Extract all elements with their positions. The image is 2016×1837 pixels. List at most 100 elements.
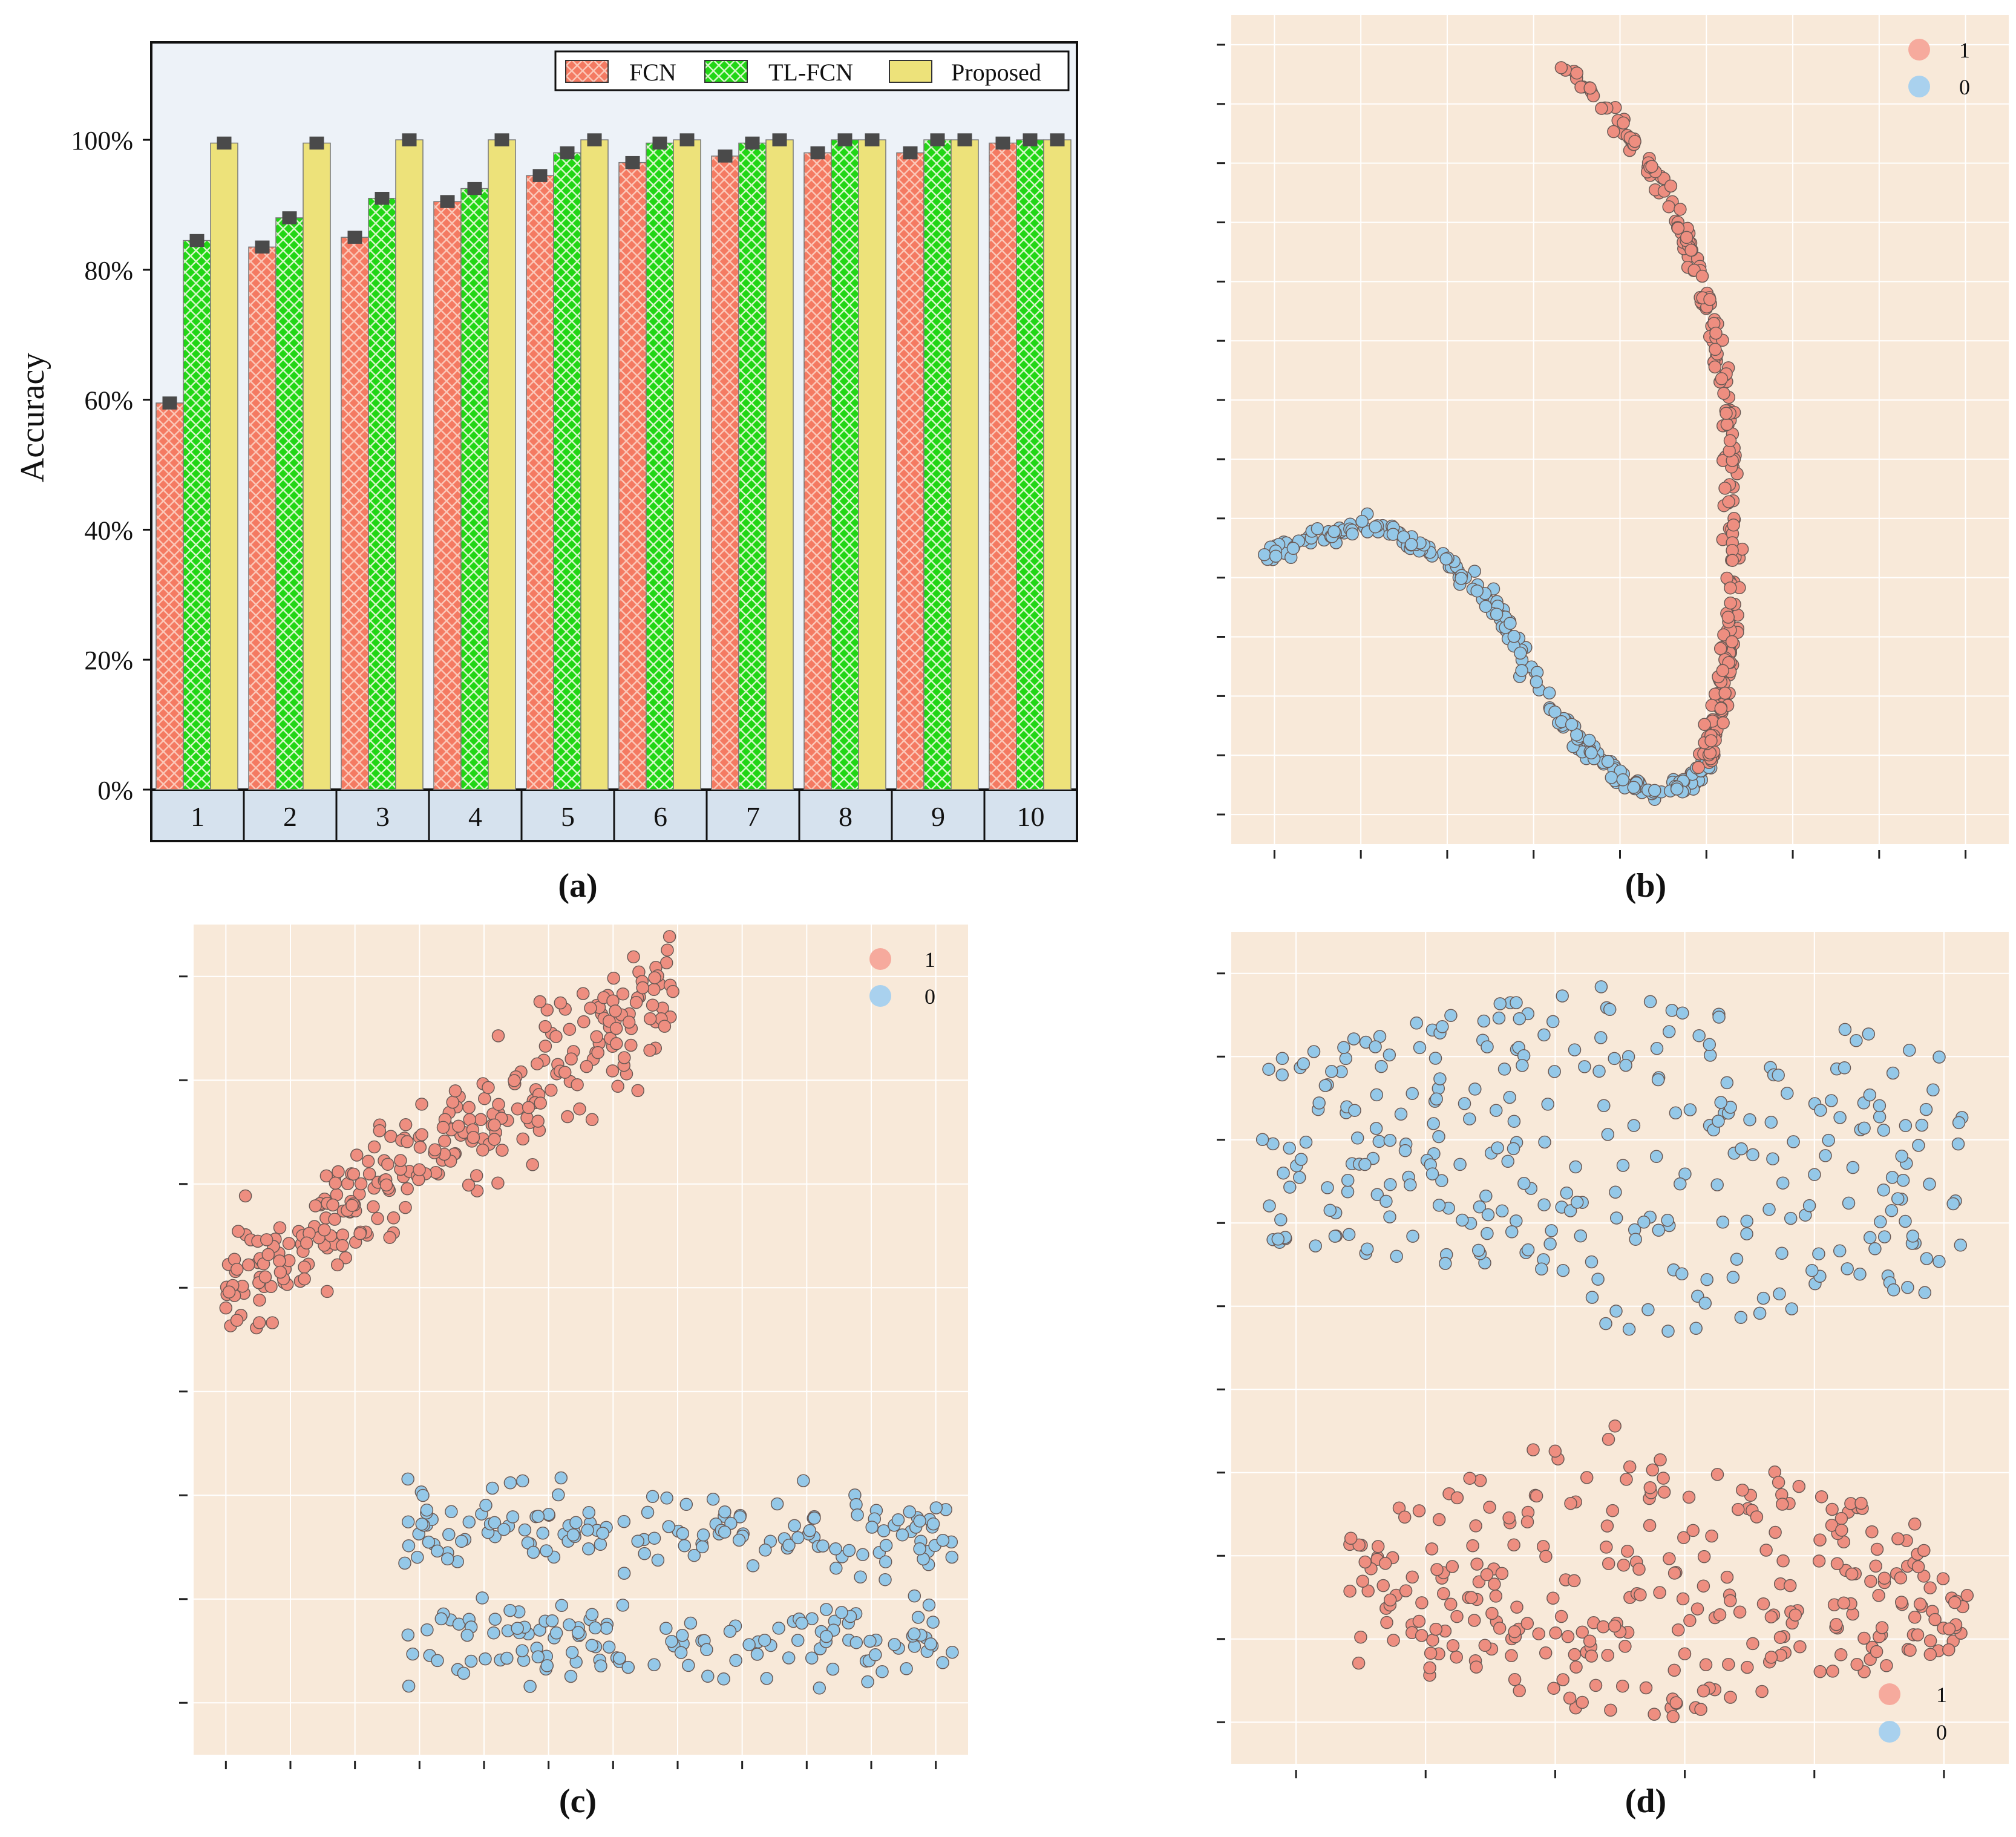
- point-class-0: [1439, 1257, 1452, 1270]
- scatter-d-points: [1255, 980, 1974, 1723]
- point-class-0: [1513, 1012, 1527, 1026]
- point-class-1: [1432, 1513, 1446, 1527]
- point-class-1: [1667, 1567, 1681, 1580]
- point-class-1: [1705, 1529, 1718, 1543]
- point-class-0: [613, 1651, 626, 1665]
- point-class-0: [851, 1508, 864, 1522]
- point-class-0: [545, 1614, 559, 1628]
- point-class-1: [242, 1258, 255, 1272]
- point-class-1: [347, 1167, 361, 1181]
- point-class-1: [531, 1115, 545, 1128]
- point-class-1: [399, 1118, 413, 1131]
- point-class-0: [1838, 1061, 1851, 1075]
- point-class-1: [1507, 1538, 1520, 1552]
- point-class-1: [1645, 160, 1658, 173]
- point-class-0: [1492, 1011, 1506, 1025]
- legend-label-tl-fcn: TL-FCN: [768, 59, 853, 86]
- error-bar: [467, 182, 482, 195]
- point-class-0: [1383, 1048, 1396, 1062]
- point-class-0: [1348, 1104, 1361, 1117]
- point-class-0: [1481, 1040, 1494, 1053]
- point-class-0: [569, 1516, 583, 1530]
- point-class-0: [1297, 1057, 1311, 1070]
- point-class-0: [1838, 1023, 1852, 1036]
- point-class-0: [1734, 1311, 1748, 1325]
- point-class-1: [1755, 1685, 1769, 1698]
- panel-a: 0%20%40%60%80%100% 1 2 3 4 5 6 7 8 9 10 Accuracy …: [14, 41, 1078, 905]
- point-class-0: [1735, 1142, 1748, 1156]
- point-class-1: [1406, 1570, 1419, 1584]
- point-class-1: [643, 1044, 656, 1057]
- point-class-1: [1527, 1443, 1540, 1456]
- point-class-1: [379, 1178, 393, 1192]
- point-class-1: [585, 1113, 599, 1127]
- point-class-1: [1520, 1515, 1534, 1528]
- point-class-0: [566, 1528, 580, 1542]
- point-class-0: [861, 1675, 874, 1689]
- point-class-1: [1908, 1611, 1922, 1624]
- point-class-1: [321, 1285, 334, 1298]
- point-class-1: [448, 1084, 462, 1098]
- point-class-1: [1709, 326, 1723, 340]
- point-class-0: [401, 1472, 414, 1486]
- point-class-0: [1318, 1079, 1332, 1092]
- point-class-0: [903, 1505, 917, 1519]
- point-class-1: [624, 1038, 638, 1052]
- y-tick-label: 80%: [84, 256, 133, 286]
- point-class-0: [581, 1524, 594, 1537]
- point-class-1: [462, 1101, 476, 1115]
- point-class-0: [1456, 1213, 1469, 1227]
- point-class-1: [1773, 1631, 1787, 1644]
- point-class-0: [926, 1616, 940, 1629]
- point-class-0: [865, 1521, 879, 1534]
- point-class-0: [675, 1629, 689, 1642]
- point-class-0: [1720, 1076, 1734, 1090]
- point-class-1: [1720, 418, 1734, 431]
- point-class-0: [563, 1618, 576, 1631]
- point-class-0: [1453, 1158, 1467, 1171]
- point-class-1: [573, 1102, 586, 1116]
- point-class-0: [1542, 686, 1556, 700]
- point-class-1: [1709, 342, 1722, 356]
- point-class-1: [618, 1051, 631, 1064]
- point-class-0: [457, 1666, 471, 1680]
- point-class-0: [1463, 1112, 1476, 1125]
- point-class-0: [1383, 1133, 1397, 1147]
- point-class-0: [1863, 1088, 1877, 1102]
- point-class-0: [687, 1548, 701, 1562]
- point-class-0: [506, 1510, 520, 1524]
- legend-label-proposed: Proposed: [951, 59, 1041, 86]
- point-class-1: [1772, 1476, 1785, 1489]
- point-class-0: [1649, 1150, 1663, 1164]
- point-class-1: [1412, 1504, 1426, 1518]
- point-class-1: [1344, 1531, 1358, 1545]
- point-class-1: [1830, 1557, 1844, 1571]
- point-class-0: [1833, 1111, 1847, 1124]
- point-class-1: [309, 1199, 322, 1213]
- point-class-1: [1583, 1634, 1597, 1648]
- point-class-0: [1703, 1038, 1717, 1052]
- point-class-0: [631, 1534, 644, 1548]
- point-class-0: [1560, 1186, 1574, 1200]
- point-class-1: [1602, 1433, 1615, 1446]
- point-class-0: [1919, 1102, 1933, 1116]
- point-class-1: [1960, 1589, 1974, 1602]
- point-class-0: [1920, 1252, 1934, 1265]
- point-class-0: [416, 1488, 430, 1502]
- point-class-0: [759, 1544, 772, 1557]
- point-class-1: [580, 1059, 594, 1073]
- scatter-c-legend: 1 0: [869, 948, 935, 1009]
- point-class-0: [805, 1651, 819, 1665]
- point-class-1: [399, 1200, 412, 1214]
- legend-marker-1: [1879, 1683, 1900, 1705]
- point-class-1: [526, 1158, 539, 1171]
- point-class-0: [1433, 1072, 1447, 1086]
- point-class-1: [1718, 686, 1732, 700]
- point-class-0: [1404, 1178, 1417, 1191]
- point-class-0: [900, 1662, 913, 1675]
- point-class-0: [665, 1634, 678, 1648]
- point-class-1: [1424, 1646, 1438, 1660]
- point-class-1: [1756, 1597, 1770, 1611]
- point-class-0: [1651, 1073, 1665, 1087]
- point-class-1: [1678, 1647, 1692, 1660]
